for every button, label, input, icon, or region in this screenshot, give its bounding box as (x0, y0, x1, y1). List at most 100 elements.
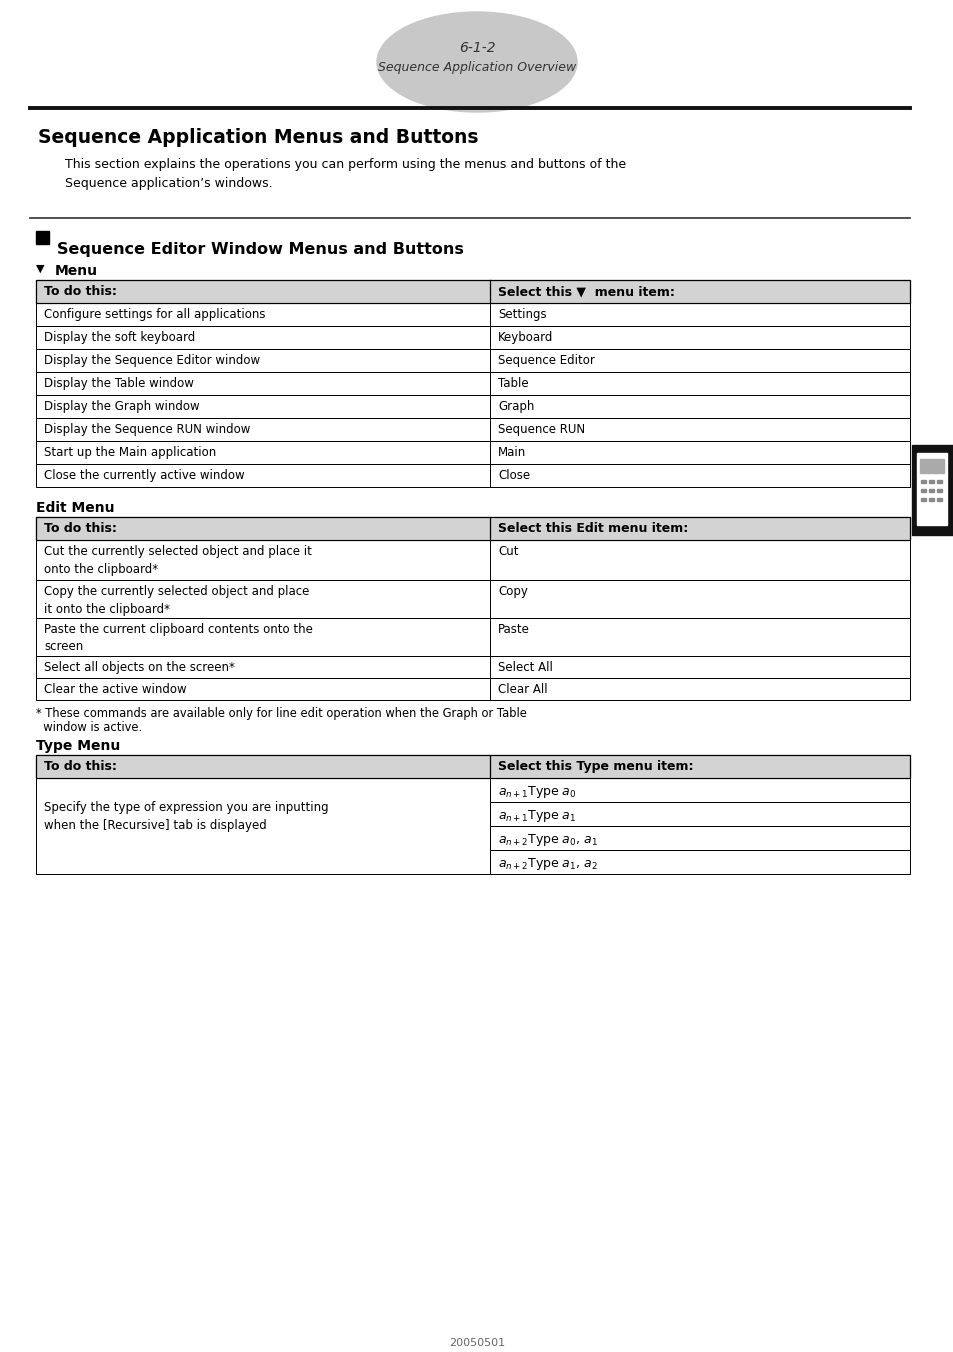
Bar (36, 326, 909, 349)
Text: Copy: Copy (497, 585, 527, 598)
Text: Menu: Menu (55, 264, 98, 279)
Bar (36, 618, 909, 656)
Text: $a_{n+2}\mathrm{Type}\;a_1,\,a_2$: $a_{n+2}\mathrm{Type}\;a_1,\,a_2$ (497, 856, 598, 872)
Text: Copy the currently selected object and place
it onto the clipboard*: Copy the currently selected object and p… (44, 585, 309, 615)
Text: Configure settings for all applications: Configure settings for all applications (44, 308, 265, 320)
Bar (36, 516, 909, 539)
Bar (490, 802, 909, 826)
Bar (36, 539, 909, 580)
Bar (36, 656, 909, 677)
Bar (920, 498, 925, 502)
Bar (490, 777, 909, 802)
Text: Display the Graph window: Display the Graph window (44, 400, 199, 412)
Text: Cut the currently selected object and place it
onto the clipboard*: Cut the currently selected object and pl… (44, 545, 312, 576)
Text: window is active.: window is active. (36, 721, 142, 734)
Text: Clear All: Clear All (497, 683, 547, 696)
Text: Keyboard: Keyboard (497, 331, 553, 343)
Text: Clear the active window: Clear the active window (44, 683, 187, 696)
Text: Sequence Application Overview: Sequence Application Overview (377, 61, 576, 74)
Bar (936, 480, 941, 483)
Text: Display the Sequence RUN window: Display the Sequence RUN window (44, 423, 250, 435)
Bar (490, 826, 909, 850)
Bar (928, 480, 933, 483)
Bar (928, 498, 933, 502)
Bar (36, 418, 909, 441)
Text: Close the currently active window: Close the currently active window (44, 469, 244, 483)
Bar (36, 395, 909, 418)
Bar (36, 395, 909, 418)
Bar (36, 303, 909, 326)
Text: Sequence RUN: Sequence RUN (497, 423, 584, 435)
Ellipse shape (376, 12, 577, 112)
Text: Select all objects on the screen*: Select all objects on the screen* (44, 661, 234, 675)
Bar (490, 802, 909, 826)
Text: $a_{n+2}\mathrm{Type}\;a_0,\,a_1$: $a_{n+2}\mathrm{Type}\;a_0,\,a_1$ (497, 831, 598, 848)
Bar (36, 677, 909, 700)
Bar (36, 349, 909, 372)
Bar (36, 777, 490, 873)
Bar (920, 480, 925, 483)
Text: $a_{n+1}\mathrm{Type}\;a_1$: $a_{n+1}\mathrm{Type}\;a_1$ (497, 808, 576, 823)
Bar (36, 326, 909, 349)
Text: Type Menu: Type Menu (36, 740, 120, 753)
Bar (36, 464, 909, 487)
Bar (36, 656, 909, 677)
Bar (36, 441, 909, 464)
Text: Select All: Select All (497, 661, 553, 675)
Bar (916, 453, 946, 525)
Text: To do this:: To do this: (44, 522, 117, 535)
Text: * These commands are available only for line edit operation when the Graph or Ta: * These commands are available only for … (36, 707, 526, 721)
Text: Display the Sequence Editor window: Display the Sequence Editor window (44, 354, 260, 366)
Text: Sequence Application Menus and Buttons: Sequence Application Menus and Buttons (38, 128, 478, 147)
Bar (36, 754, 909, 777)
Text: Sequence Editor: Sequence Editor (497, 354, 595, 366)
Text: Select this Type menu item:: Select this Type menu item: (497, 760, 693, 773)
Bar (920, 489, 925, 492)
Text: Display the Table window: Display the Table window (44, 377, 193, 389)
Bar (36, 231, 49, 243)
Bar (928, 489, 933, 492)
Text: ▼: ▼ (36, 264, 45, 274)
Bar (490, 850, 909, 873)
Text: To do this:: To do this: (44, 760, 117, 773)
Bar (36, 754, 909, 777)
Text: To do this:: To do this: (44, 285, 117, 297)
Text: Settings: Settings (497, 308, 546, 320)
Text: Select this Edit menu item:: Select this Edit menu item: (497, 522, 687, 535)
Bar (36, 516, 909, 539)
Bar (36, 580, 909, 618)
Text: Specify the type of expression you are inputting
when the [Recursive] tab is dis: Specify the type of expression you are i… (44, 800, 328, 831)
Bar (36, 349, 909, 372)
Bar (36, 441, 909, 464)
Text: 20050501: 20050501 (449, 1338, 504, 1348)
Text: Sequence Editor Window Menus and Buttons: Sequence Editor Window Menus and Buttons (57, 242, 463, 257)
Bar (36, 618, 909, 656)
Bar (36, 777, 490, 873)
Text: 6-1-2: 6-1-2 (458, 41, 495, 55)
Text: Edit Menu: Edit Menu (36, 502, 114, 515)
Bar (936, 489, 941, 492)
Bar (490, 777, 909, 802)
Bar (911, 445, 953, 535)
Text: $a_{n+1}\mathrm{Type}\;a_0$: $a_{n+1}\mathrm{Type}\;a_0$ (497, 784, 576, 800)
Text: Table: Table (497, 377, 528, 389)
Bar (36, 280, 909, 303)
Text: Display the soft keyboard: Display the soft keyboard (44, 331, 195, 343)
Text: Paste the current clipboard contents onto the
screen: Paste the current clipboard contents ont… (44, 623, 313, 653)
Bar (36, 372, 909, 395)
Bar (490, 826, 909, 850)
Bar (919, 458, 943, 473)
Bar (36, 372, 909, 395)
Bar (36, 280, 909, 303)
Bar (36, 580, 909, 618)
Text: This section explains the operations you can perform using the menus and buttons: This section explains the operations you… (65, 158, 625, 191)
Bar (36, 418, 909, 441)
Text: Close: Close (497, 469, 530, 483)
Text: Graph: Graph (497, 400, 534, 412)
Bar (36, 677, 909, 700)
Bar (36, 303, 909, 326)
Bar (36, 539, 909, 580)
Text: Main: Main (497, 446, 526, 458)
Text: Start up the Main application: Start up the Main application (44, 446, 216, 458)
Text: Select this ▼  menu item:: Select this ▼ menu item: (497, 285, 674, 297)
